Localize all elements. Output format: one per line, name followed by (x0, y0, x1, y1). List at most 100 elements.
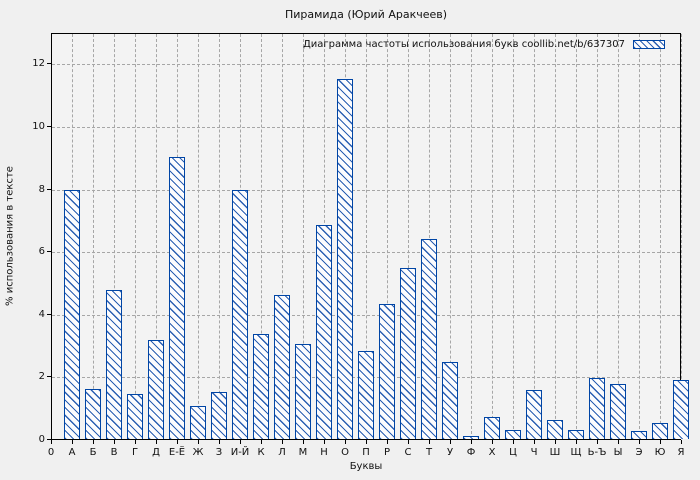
x-tick-label: Э (635, 447, 643, 458)
v-gridline (282, 34, 283, 439)
legend-swatch-hatched-icon (633, 40, 665, 49)
bar-С (400, 268, 416, 439)
bar-Х (484, 417, 500, 439)
x-tick-mark (576, 440, 577, 444)
y-tick-mark (47, 313, 51, 315)
bar-Э (631, 431, 647, 439)
y-tick-label: 4 (38, 308, 45, 320)
v-gridline (450, 34, 451, 439)
x-tick-mark (51, 440, 52, 444)
y-axis-title: % использования в тексте (4, 166, 16, 306)
y-tick-mark (47, 188, 51, 190)
x-tick-label: С (404, 447, 412, 458)
x-tick-mark (639, 440, 640, 444)
bar-У (442, 362, 458, 439)
v-gridline (261, 34, 262, 439)
legend: Диаграмма частоты использования букв coo… (303, 39, 665, 50)
bar-Н (316, 224, 332, 439)
x-tick-mark (261, 440, 262, 444)
x-tick-label: Г (131, 447, 139, 458)
y-tick-label: 8 (38, 183, 45, 195)
x-tick-mark (429, 440, 430, 444)
x-tick-label: В (110, 447, 118, 458)
x-tick-label: У (446, 447, 454, 458)
bar-З (211, 392, 227, 439)
x-tick-label: М (298, 447, 308, 458)
x-tick-mark (114, 440, 115, 444)
x-tick-label: Е-Ё (168, 447, 186, 458)
v-gridline (681, 34, 682, 439)
x-tick-label: Н (320, 447, 328, 458)
v-gridline (303, 34, 304, 439)
v-gridline (660, 34, 661, 439)
v-gridline (135, 34, 136, 439)
bar-О (337, 78, 353, 439)
bar-М (295, 343, 311, 439)
bar-И-Й (232, 190, 248, 439)
x-tick-label: И-Й (230, 447, 250, 458)
x-tick-mark (156, 440, 157, 444)
x-tick-mark (366, 440, 367, 444)
bar-Р (379, 304, 395, 439)
x-tick-mark (534, 440, 535, 444)
y-tick-mark (47, 376, 51, 378)
x-tick-label: Ф (466, 447, 476, 458)
x-tick-label: Х (488, 447, 496, 458)
v-gridline (219, 34, 220, 439)
x-tick-label: Ж (192, 447, 204, 458)
x-tick-mark (282, 440, 283, 444)
y-tick-label: 6 (38, 246, 45, 258)
x-tick-label: Щ (570, 447, 582, 458)
x-axis-title: Буквы (349, 461, 383, 472)
x-tick-mark (513, 440, 514, 444)
v-gridline (576, 34, 577, 439)
v-gridline (534, 34, 535, 439)
x-tick-label: Л (278, 447, 286, 458)
y-tick-label: 10 (32, 120, 45, 132)
x-tick-label: Ч (530, 447, 538, 458)
bar-Е-Ё (169, 157, 185, 439)
x-tick-mark (492, 440, 493, 444)
y-tick-mark (47, 439, 51, 440)
bar-Ш (547, 420, 563, 439)
bar-А (64, 190, 80, 439)
v-gridline (471, 34, 472, 439)
y-tick-mark (47, 251, 51, 253)
bar-Ф (463, 435, 479, 439)
bar-Ь-Ъ (589, 377, 605, 439)
x-tick-mark (471, 440, 472, 444)
x-tick-mark (240, 440, 241, 444)
x-tick-mark (177, 440, 178, 444)
x-tick-label: Я (677, 447, 685, 458)
x-tick-mark (450, 440, 451, 444)
x-tick-label: З (215, 447, 223, 458)
x-tick-label: Т (425, 447, 433, 458)
x-tick-mark (324, 440, 325, 444)
bar-К (253, 334, 269, 439)
x-tick-label: Ь-Ъ (587, 447, 607, 458)
y-tick-label: 2 (38, 371, 45, 383)
bar-Г (127, 393, 143, 439)
bar-Ч (526, 390, 542, 439)
x-tick-mark (135, 440, 136, 444)
bar-Ы (610, 384, 626, 439)
x-tick-mark (387, 440, 388, 444)
v-gridline (618, 34, 619, 439)
y-tick-label: 0 (38, 434, 45, 445)
x-tick-label: 0 (47, 447, 55, 458)
legend-label: Диаграмма частоты использования букв coo… (302, 39, 625, 50)
v-gridline (366, 34, 367, 439)
plot-area: Диаграмма частоты использования букв coo… (51, 33, 689, 440)
y-tick-mark (47, 63, 51, 65)
x-tick-mark (345, 440, 346, 444)
v-gridline (198, 34, 199, 439)
x-tick-label: Ю (654, 447, 666, 458)
x-tick-label: Ш (549, 447, 561, 458)
bar-Л (274, 295, 290, 439)
x-tick-mark (555, 440, 556, 444)
v-gridline (597, 34, 598, 439)
x-tick-label: Д (152, 447, 160, 458)
x-tick-label: Б (89, 447, 97, 458)
bar-Б (85, 388, 101, 439)
